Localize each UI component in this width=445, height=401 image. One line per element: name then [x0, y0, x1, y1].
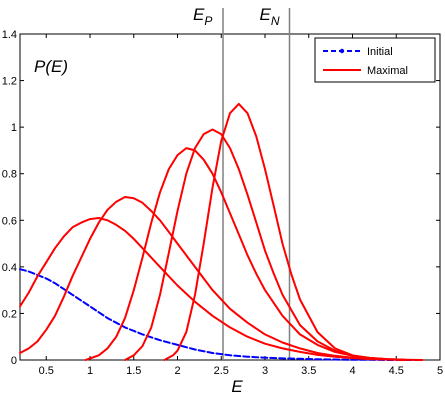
- reference-label-sub: P: [204, 14, 212, 28]
- y-axis: 0 0.2 0.4 0.6 0.8 1 1.2 1.4: [2, 29, 440, 367]
- x-tick-label: 5: [437, 365, 443, 377]
- x-tick-label: 1: [87, 365, 93, 377]
- x-tick-label: 2: [174, 365, 180, 377]
- x-axis-label: E: [231, 377, 243, 396]
- reference-label-n: EN: [260, 5, 280, 28]
- y-tick-label: 0.4: [2, 262, 17, 274]
- plot-area: [19, 33, 441, 361]
- reference-label-p: EP: [193, 5, 212, 28]
- x-tick-label: 0.5: [39, 365, 54, 377]
- series-layer: [19, 102, 424, 361]
- series-line-2: [19, 196, 389, 361]
- series-line-4: [124, 128, 406, 361]
- legend-box: [314, 37, 436, 83]
- x-axis: 0.5 1 1.5 2 2.5 3 3.5 4 4.5 5: [39, 34, 443, 377]
- y-tick-label: 1: [11, 122, 17, 134]
- y-tick-label: 0.2: [2, 308, 17, 320]
- reference-label-main: E: [260, 5, 272, 24]
- y-tick-label: 0.6: [2, 215, 17, 227]
- series-line-1: [19, 217, 406, 361]
- series-line-0: [19, 268, 424, 361]
- reference-label-main: E: [193, 5, 205, 24]
- series-line-5: [163, 102, 424, 361]
- legend-label-maximal: Maximal: [367, 65, 408, 77]
- x-tick-label: 2.5: [214, 365, 229, 377]
- legend-marker-initial: [339, 48, 345, 54]
- series-line-3: [84, 147, 406, 361]
- x-tick-label: 3: [262, 365, 268, 377]
- x-tick-label: 4.5: [389, 365, 404, 377]
- x-tick-label: 1.5: [126, 365, 141, 377]
- y-axis-label: P(E): [34, 57, 68, 76]
- x-tick-label: 4: [349, 365, 355, 377]
- y-tick-label: 0.8: [2, 169, 17, 181]
- y-tick-label: 0: [11, 355, 17, 367]
- y-tick-label: 1.4: [2, 29, 17, 41]
- legend-label-initial: Initial: [367, 46, 393, 58]
- x-tick-label: 3.5: [301, 365, 316, 377]
- legend: Initial Maximal: [314, 37, 436, 83]
- reference-label-sub: N: [271, 14, 280, 28]
- y-tick-label: 1.2: [2, 76, 17, 88]
